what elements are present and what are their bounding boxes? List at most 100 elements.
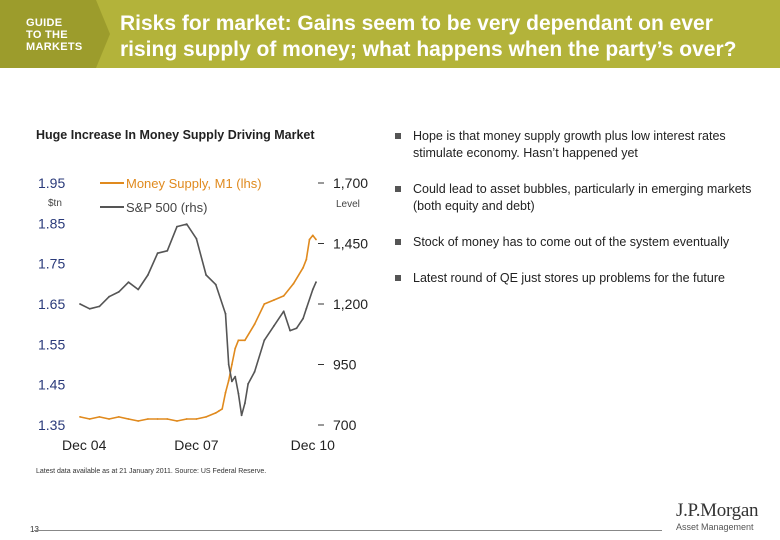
data-point [195,418,198,420]
data-point [305,258,308,261]
data-point [221,408,224,410]
bullet-square-icon [395,133,401,139]
data-point [224,391,227,394]
right-axis-unit-label: Level [336,199,360,210]
bullet-item: Latest round of QE just stores up proble… [393,270,763,287]
left-tick-label: 1.45 [38,377,65,393]
data-point [302,266,304,269]
left-axis-unit-label: $tn [48,198,62,209]
data-point [117,416,120,418]
left-tick-label: 1.95 [38,175,65,191]
data-point [295,327,298,330]
data-point [195,237,198,240]
bullet-item: Stock of money has to come out of the sy… [393,234,763,251]
data-point [185,223,188,225]
data-point [205,274,208,276]
data-point [137,288,140,291]
logo-wordmark: J.P.Morgan [676,500,759,521]
data-point [224,312,227,315]
data-point [273,324,275,327]
data-point [244,339,246,342]
data-point [263,303,266,305]
data-point [253,370,256,373]
left-tick-label: 1.55 [38,336,65,352]
data-point [176,420,178,422]
left-tick-label: 1.35 [38,417,65,433]
data-point [237,392,240,395]
guide-to-the-markets-badge: GUIDE TO THE MARKETS [0,0,110,68]
data-point [253,323,256,326]
badge-line-2: TO THE [26,29,68,41]
data-point [305,307,308,310]
bullet-item: Hope is that money supply growth plus lo… [393,128,763,162]
left-tick-label: 1.75 [38,256,65,272]
title-bar: Risks for market: Gains seem to be very … [110,0,780,68]
series-line-sp500 [79,223,317,417]
chart-title: Huge Increase In Money Supply Driving Ma… [36,128,315,142]
logo-subtitle: Asset Management [676,522,754,532]
data-point [127,418,130,420]
data-point [311,234,314,237]
data-point [227,379,230,382]
data-point [137,420,140,422]
x-tick-label: Dec 10 [291,437,336,453]
data-point [79,416,81,418]
right-tick-label: 700 [333,417,357,433]
legend-label-sp500: S&P 500 (rhs) [126,200,207,215]
data-point [147,418,149,420]
jpmorgan-logo: J.P.Morgan Asset Management [672,500,772,536]
bullet-item: Could lead to asset bubbles, particularl… [393,181,763,215]
data-point [289,329,291,332]
data-point [263,339,266,342]
data-point [156,252,159,255]
badge-line-1: GUIDE [26,17,63,29]
bullet-square-icon [395,186,401,192]
slide-title: Risks for market: Gains seem to be very … [120,12,737,61]
data-point [315,281,317,284]
data-point [234,375,237,378]
x-tick-label: Dec 04 [62,437,107,453]
series-line-m1 [79,234,317,422]
data-point [79,303,81,305]
footer-divider [34,530,662,531]
data-point [227,363,230,366]
data-point [247,383,250,385]
data-point [308,238,311,241]
data-point [98,305,101,308]
right-tick-label: 1,700 [333,175,368,191]
legend-label-m1: Money Supply, M1 (lhs) [126,176,262,191]
bullet-text: Could lead to asset bubbles, particularl… [413,182,752,213]
data-point [231,380,233,383]
data-point [166,418,169,420]
data-point [98,416,101,418]
x-tick-label: Dec 07 [174,437,219,453]
data-point [240,414,243,417]
right-tick-label: 1,200 [333,296,368,312]
left-tick-label: 1.85 [38,215,65,231]
data-point [205,416,208,418]
data-point [218,410,220,412]
bullet-text: Hope is that money supply growth plus lo… [413,129,726,160]
data-point [108,295,110,298]
data-point [282,310,285,313]
data-point [237,339,240,342]
right-tick-label: 950 [333,357,357,373]
data-point [234,347,237,350]
bullet-square-icon [395,275,401,281]
data-point [147,274,149,276]
bullet-list: Hope is that money supply growth plus lo… [393,128,763,306]
data-point [244,402,246,405]
data-point [273,299,275,301]
left-tick-label: 1.65 [38,296,65,312]
data-point [302,317,304,320]
badge-arrow-icon [0,0,110,68]
data-point [117,291,120,293]
source-footnote: Latest data available as at 21 January 2… [36,468,267,475]
data-point [214,283,217,286]
chart-area: 1.95 1.85 1.75 1.65 1.55 1.45 1.35 1,700 1,450 1,… [38,175,368,453]
data-point [166,249,169,252]
data-point [88,307,91,310]
data-point [127,281,130,284]
bullet-text: Stock of money has to come out of the sy… [413,235,730,249]
